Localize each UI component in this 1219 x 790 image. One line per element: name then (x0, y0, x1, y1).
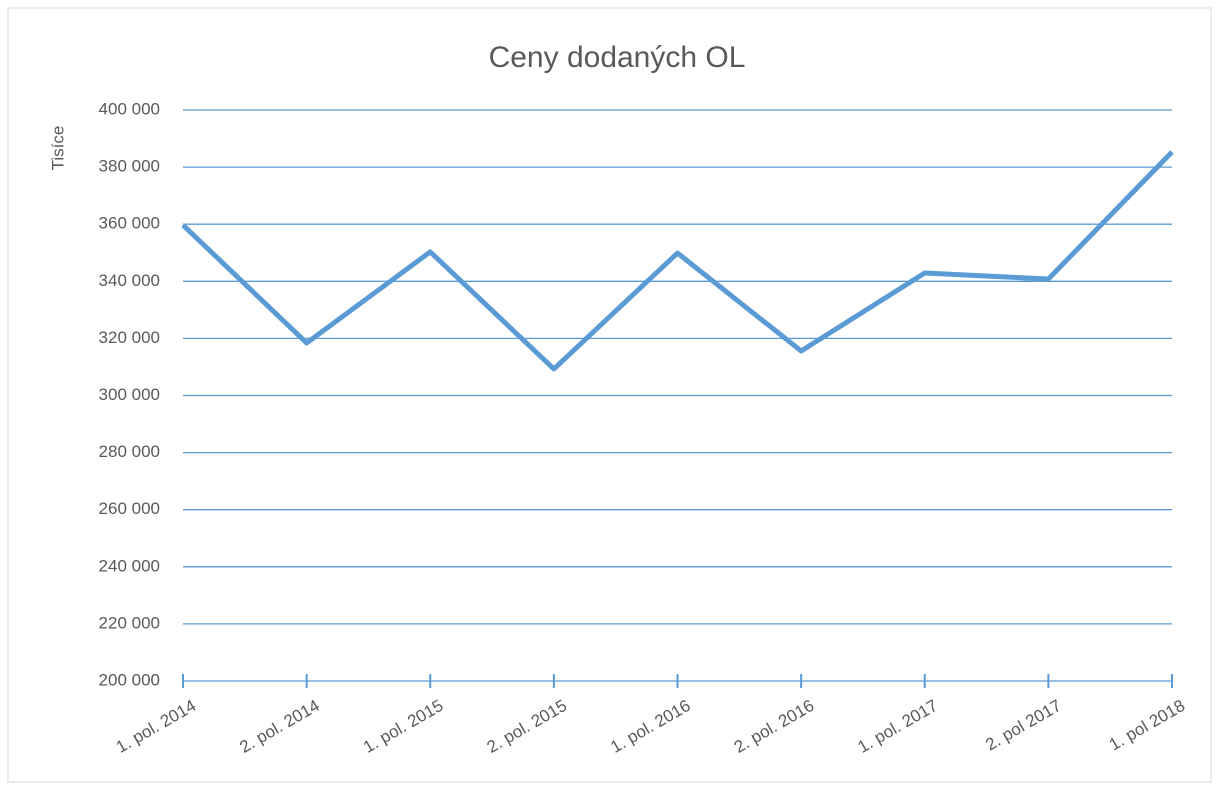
chart-title: Ceny dodaných OL (489, 41, 746, 74)
y-axis-title: Tisíce (48, 126, 67, 171)
y-tick-label: 240 000 (99, 556, 160, 575)
y-tick-label: 260 000 (99, 499, 160, 518)
y-tick-label: 340 000 (99, 271, 160, 290)
data-line (181, 150, 1174, 372)
y-tick-label: 400 000 (99, 99, 160, 118)
y-tick-label: 300 000 (99, 385, 160, 404)
y-tick-label: 220 000 (99, 613, 160, 632)
y-tick-label: 280 000 (99, 442, 160, 461)
y-tick-label: 380 000 (99, 157, 160, 176)
y-tick-label: 320 000 (99, 328, 160, 347)
y-tick-label: 360 000 (99, 214, 160, 233)
y-tick-label: 200 000 (99, 670, 160, 689)
